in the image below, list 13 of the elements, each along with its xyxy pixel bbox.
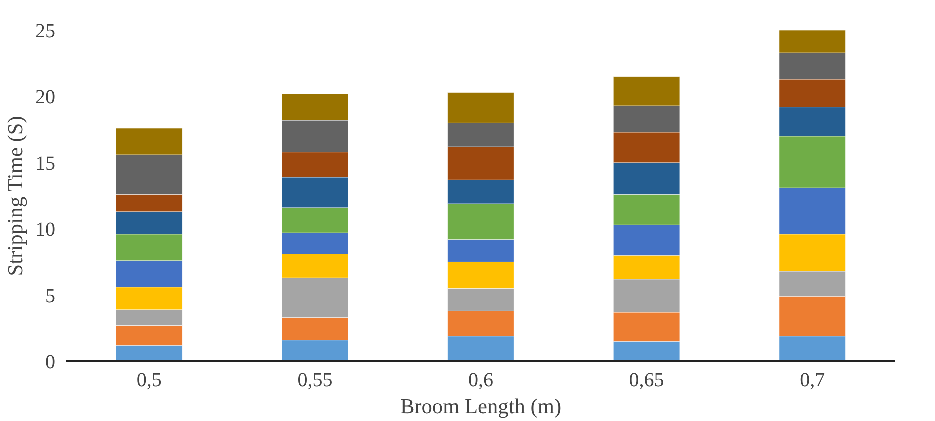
y-tick-label: 20 [36,86,56,109]
x-tick-label: 0,65 [629,370,664,392]
y-tick-label: 0 [46,352,56,374]
y-tick-label: 25 [36,20,56,42]
y-tick-label: 5 [46,285,56,308]
y-tick-label: 10 [36,219,56,242]
x-tick-label: 0,7 [800,370,826,392]
x-axis-title: Broom Length (m) [400,394,562,418]
x-tick-label: 0,55 [298,370,333,392]
y-axis-title: Stripping Time (S) [4,116,28,276]
y-tick-label: 15 [36,152,56,175]
x-tick-label: 0,6 [468,370,494,392]
x-tick-label: 0,5 [136,370,162,392]
